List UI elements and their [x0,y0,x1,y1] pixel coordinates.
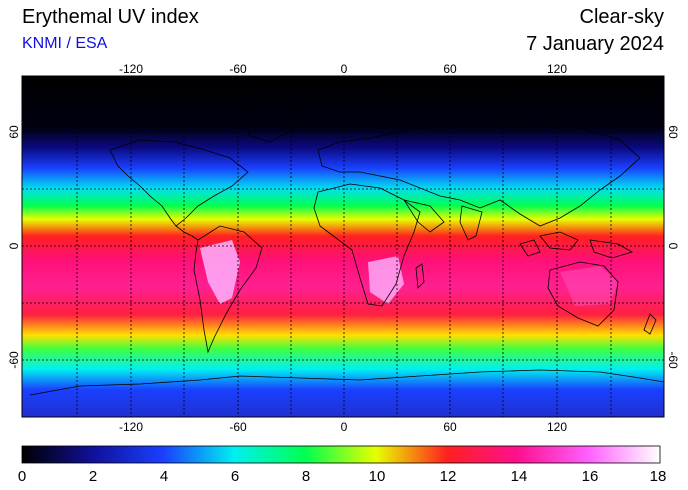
lon-tick-bottom: 0 [341,420,348,434]
lat-tick-right: -60 [666,351,680,369]
lon-tick-top: 60 [443,62,457,76]
india-coast [459,205,483,241]
antarctica-coast [29,369,664,396]
new-zealand-coast [643,313,657,335]
arabia-coast [403,199,445,233]
south-america-high-uv [200,240,240,304]
central-america-coast [175,225,199,241]
lat-tick-right: 60 [666,125,680,139]
north-america-coast [109,139,249,227]
africa-high-uv [368,256,404,304]
lat-tick-right: 0 [666,243,680,250]
colorbar-tick: 14 [511,468,528,485]
lon-tick-bottom: -60 [229,420,247,434]
madagascar-coast [415,263,425,289]
colorbar-tick: 6 [231,468,239,485]
south-america-coast [193,225,263,354]
graticule [22,76,664,417]
colorbar-ticks: 0 2 4 6 8 10 12 14 16 18 [18,468,667,485]
coastlines [29,101,664,396]
colorbar-tick: 2 [89,468,97,485]
colorbar-tick: 18 [650,468,667,485]
sky-condition-label: Clear-sky [579,6,664,28]
lon-tick-top: 0 [341,62,348,76]
lat-tick-left: -60 [7,351,21,369]
date-label: 7 January 2024 [526,33,664,55]
source-label: KNMI / ESA [22,35,108,52]
australia-coast [547,261,619,327]
lat-ticks-right: 60 0 -60 [666,125,680,369]
lon-tick-top: -120 [119,62,143,76]
lon-ticks-bottom: -120 -60 0 60 120 [119,420,567,434]
africa-coast [313,183,421,307]
greenland-coast [239,101,301,143]
map-title: Erythemal UV index [22,6,199,28]
lon-tick-bottom: 60 [443,420,457,434]
lat-tick-left: 60 [7,125,21,139]
colorbar-tick: 8 [302,468,310,485]
lon-tick-bottom: -120 [119,420,143,434]
lon-ticks-top: -120 -60 0 60 120 [119,62,567,76]
colorbar [21,445,661,464]
lon-tick-top: -60 [229,62,247,76]
uv-field [22,76,664,417]
lat-ticks-left: 60 0 -60 [7,125,21,369]
lon-tick-bottom: 120 [547,420,567,434]
lat-tick-left: 0 [7,242,21,249]
eurasia-coast [317,119,641,227]
australia-high-uv [560,266,618,306]
colorbar-tick: 10 [369,468,386,485]
colorbar-tick: 12 [440,468,457,485]
map-frame [21,75,665,418]
colorbar-tick: 16 [582,468,599,485]
lon-tick-top: 120 [547,62,567,76]
colorbar-tick: 4 [160,468,168,485]
colorbar-tick: 0 [18,468,26,485]
